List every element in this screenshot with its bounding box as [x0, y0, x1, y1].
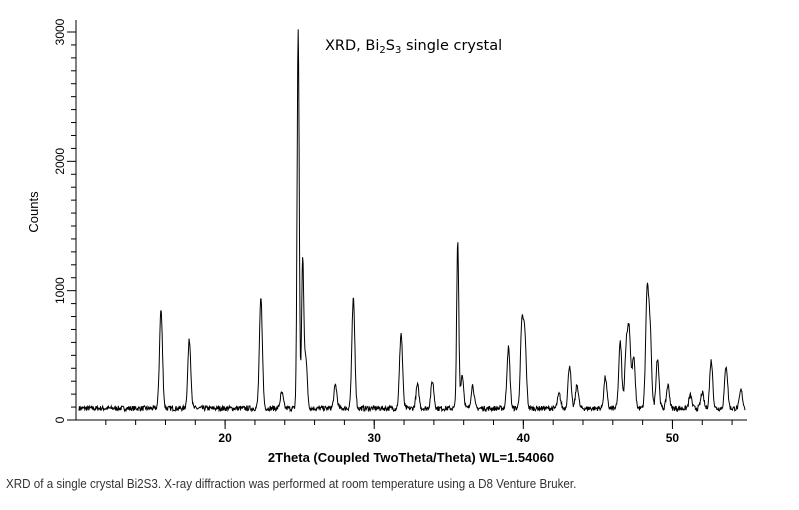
xrd-pattern-line [78, 29, 746, 413]
y-tick-label: 1000 [53, 277, 67, 304]
y-axis-label: Counts [26, 191, 41, 233]
xrd-chart: 20 30 40 50 0 1000 2000 3000 XRD, Bi2S3 single … [26, 18, 747, 465]
x-tick-label: 40 [517, 431, 531, 445]
x-axis-label: 2Theta (Coupled TwoTheta/Theta) WL=1.540… [268, 450, 554, 465]
figure-caption: XRD of a single crystal Bi2S3. X-ray dif… [6, 477, 577, 491]
y-tick-label: 3000 [53, 18, 67, 45]
axes: 20 30 40 50 0 1000 2000 3000 [53, 18, 747, 445]
x-tick-label: 20 [218, 431, 232, 445]
x-tick-label: 50 [666, 431, 680, 445]
chart-title: XRD, Bi2S3 single crystal [325, 38, 502, 56]
y-tick-label: 0 [53, 416, 67, 423]
y-tick-label: 2000 [53, 148, 67, 175]
x-tick-label: 30 [368, 431, 382, 445]
